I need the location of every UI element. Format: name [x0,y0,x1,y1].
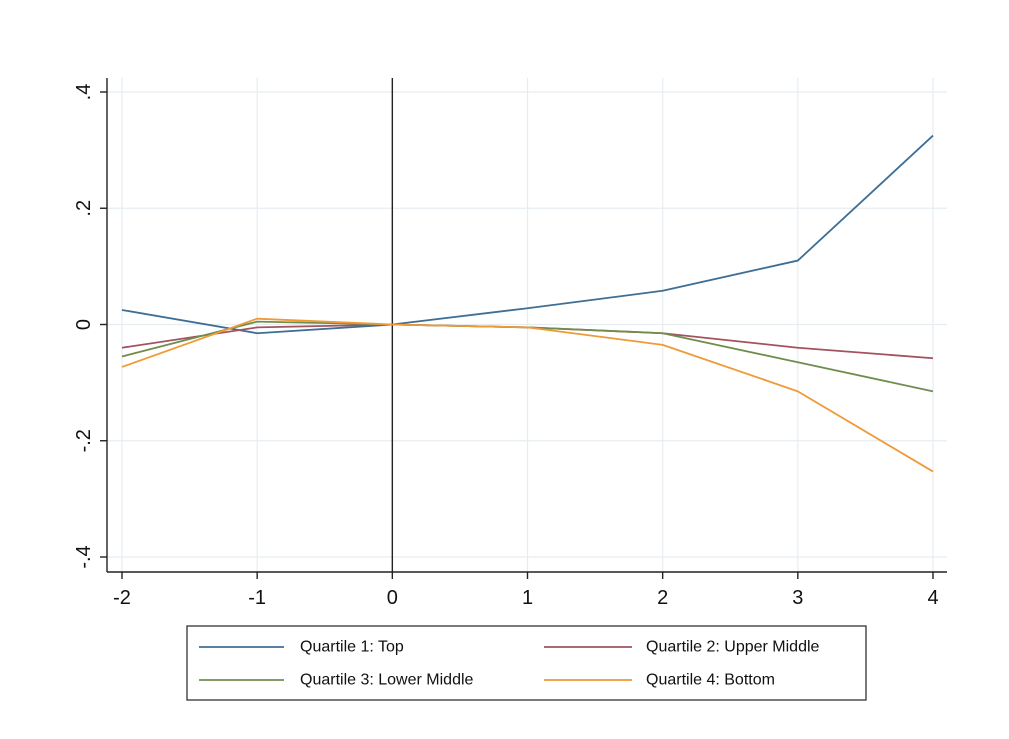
legend-box [186,625,867,701]
x-tick-label: 1 [522,587,533,609]
y-tick-label: .4 [73,84,95,101]
y-tick-label: -.2 [73,429,95,452]
y-tick-label: 0 [73,319,95,330]
legend-label-4: Quartile 4: Bottom [646,672,775,689]
legend-label-3: Quartile 3: Lower Middle [300,672,474,689]
x-tick-label: -1 [248,587,266,609]
x-tick-label: 2 [657,587,668,609]
x-tick-label: 4 [927,587,938,609]
legend-label-1: Quartile 1: Top [300,639,404,656]
legend-label-2: Quartile 2: Upper Middle [646,639,820,656]
y-tick-label: .2 [73,200,95,217]
series-line-1 [121,134,934,335]
x-tick-label: 3 [792,587,803,609]
series-line-4 [121,317,934,473]
y-tick-label: -.4 [73,545,95,568]
x-tick-label: 0 [387,587,398,609]
x-tick-label: -2 [113,587,131,609]
